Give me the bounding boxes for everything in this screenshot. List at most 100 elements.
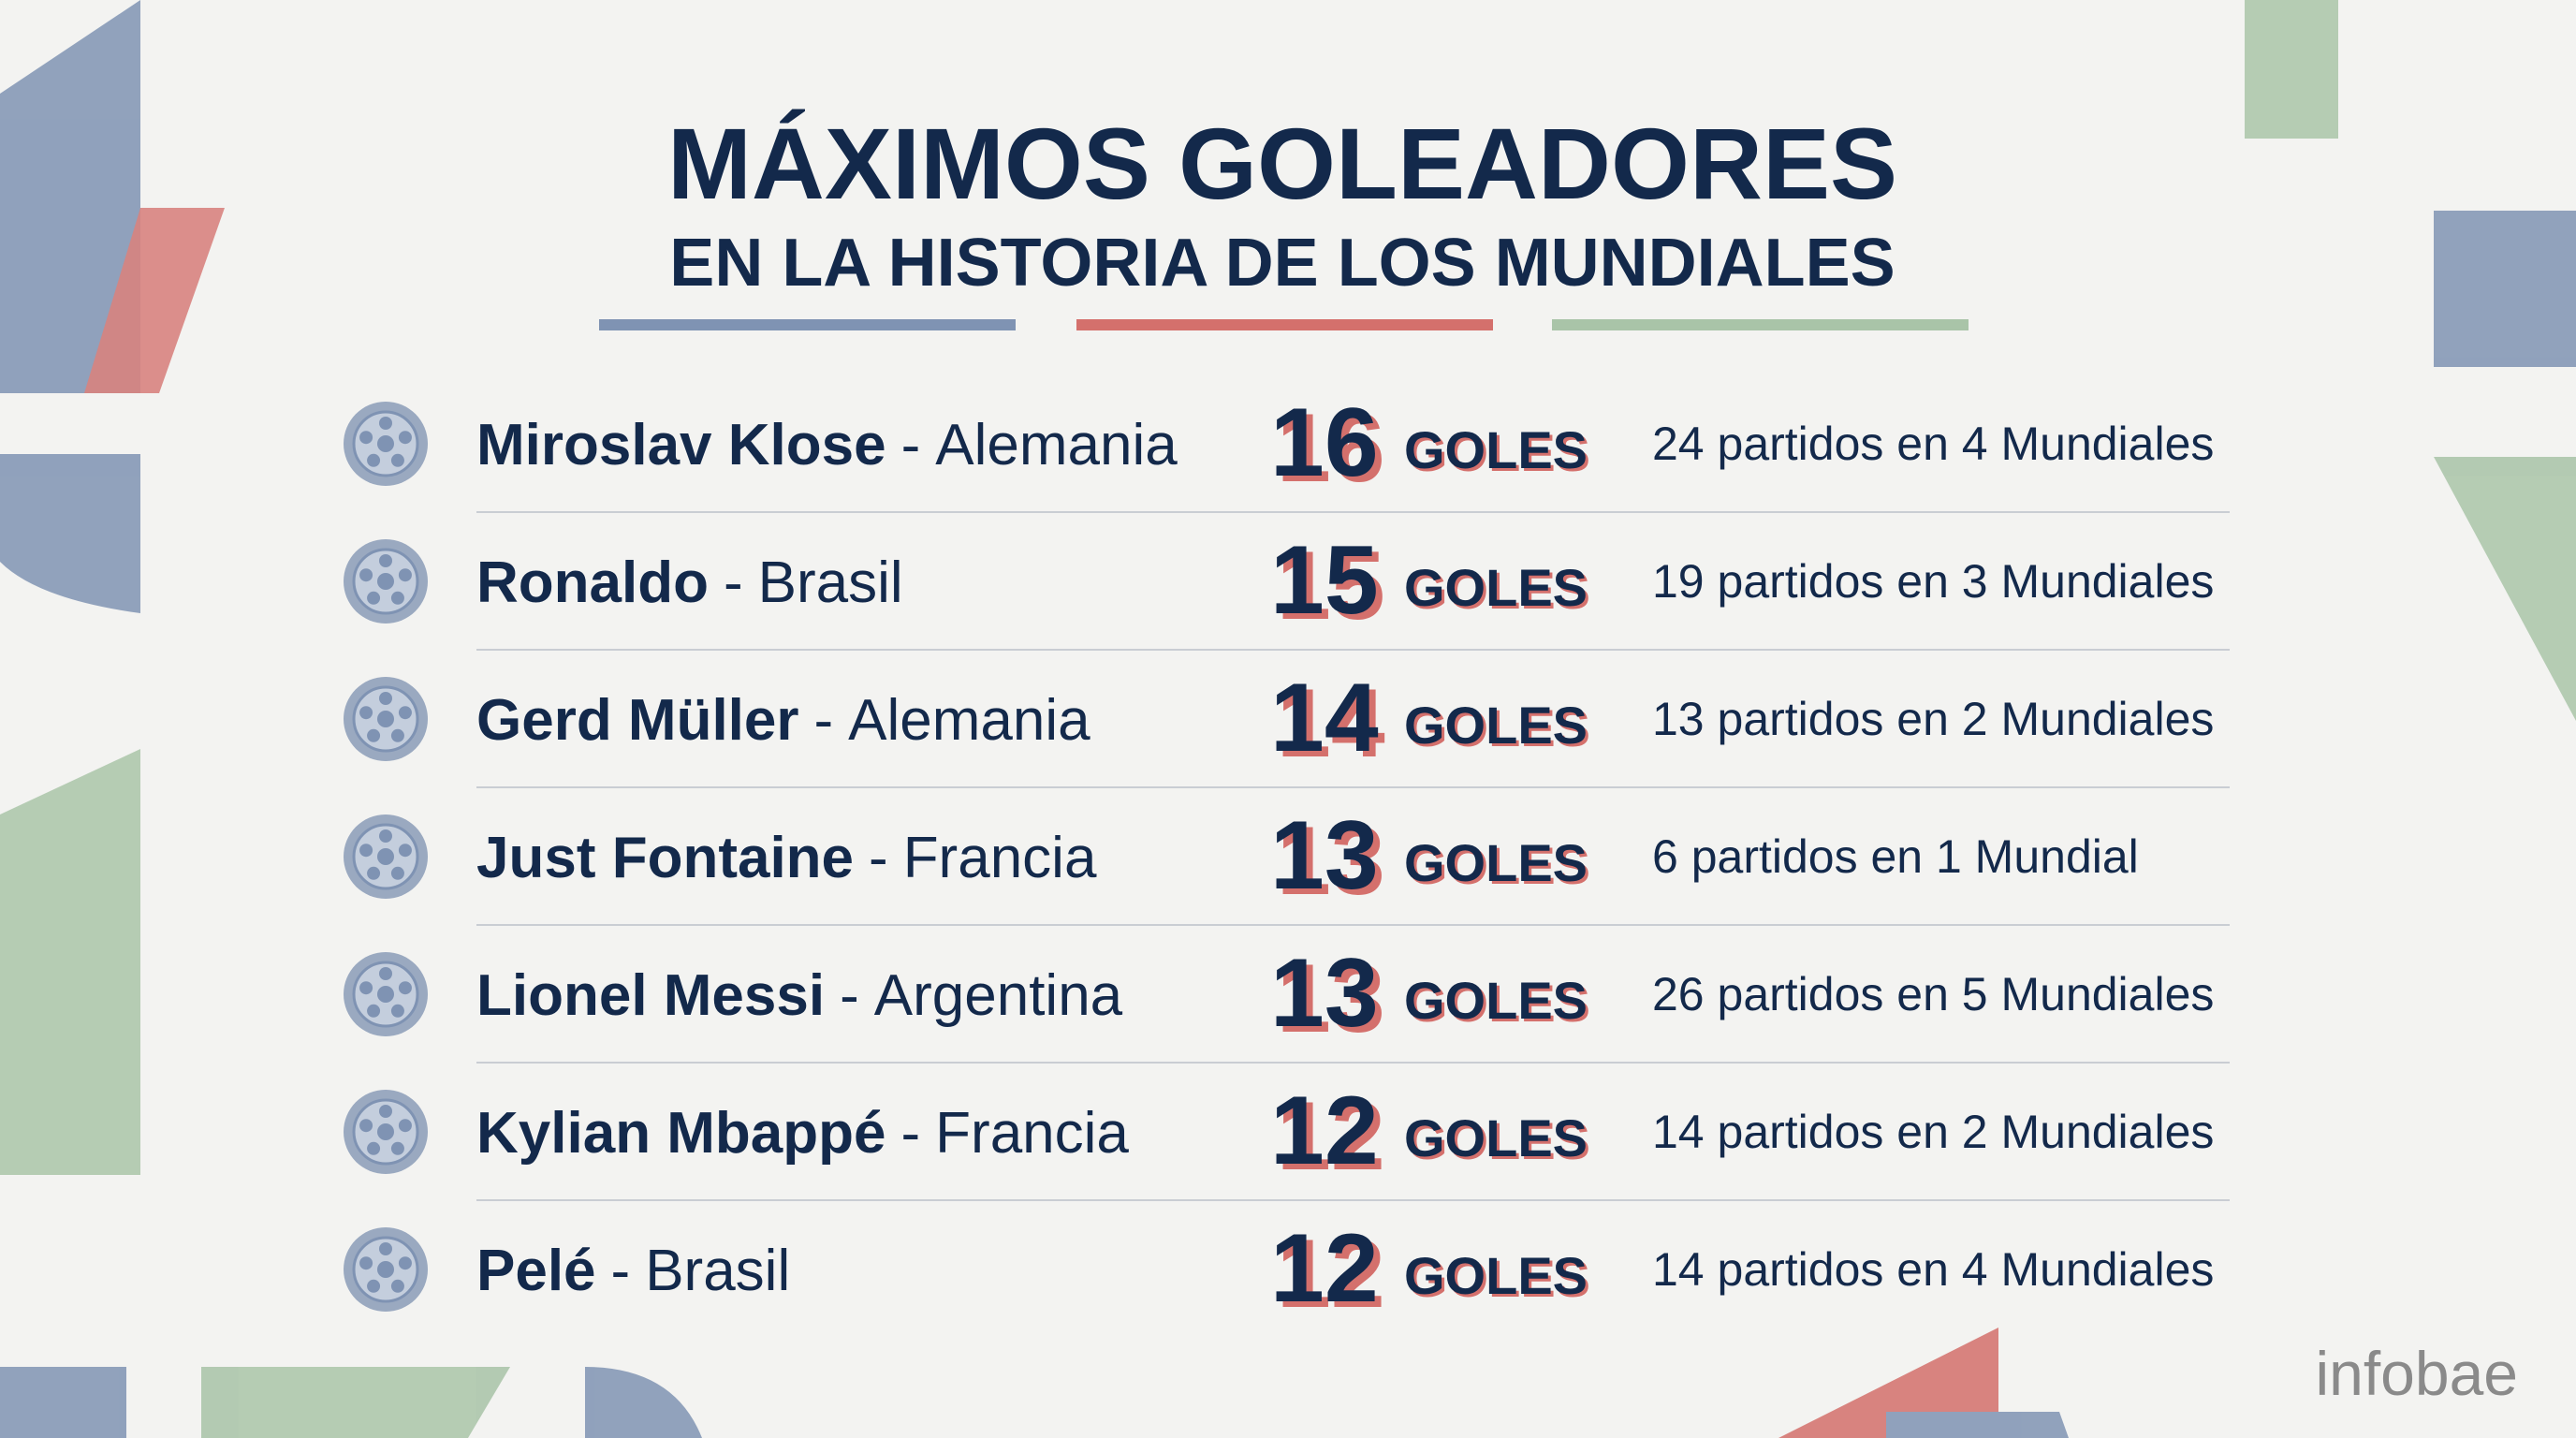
ball-patch (359, 1256, 373, 1270)
ball-patch (390, 866, 404, 880)
goals-number: 13 (1270, 801, 1379, 910)
country: Alemania (848, 688, 1090, 753)
goals-unit: GOLES (1404, 558, 1588, 617)
ball-patch (359, 706, 373, 720)
ball-patch (359, 981, 373, 995)
player-name: Lionel Messi (476, 963, 825, 1028)
detail: 14 partidos en 4 Mundiales (1652, 1243, 2214, 1296)
goals-unit-shadow: GOLES (1407, 423, 1590, 482)
goals-unit-shadow: GOLES (1407, 561, 1590, 620)
ball-patch (390, 728, 404, 742)
ball-icon (344, 952, 428, 1036)
goals-unit-shadow: GOLES (1407, 1111, 1590, 1170)
separator: - (869, 826, 888, 890)
player-line: Pelé - Brasil (476, 1239, 790, 1303)
ball-patch (390, 453, 404, 467)
goals-unit: GOLES (1404, 1108, 1588, 1167)
goals-number: 16 (1270, 389, 1379, 497)
player-line: Lionel Messi - Argentina (476, 963, 1123, 1028)
ball-patch (398, 431, 412, 445)
player-name: Gerd Müller (476, 688, 799, 753)
goals-number: 12 (1270, 1214, 1379, 1323)
ball-patch (367, 1279, 381, 1293)
goals-unit: GOLES (1404, 971, 1588, 1030)
goals-shadow: 13 (1277, 945, 1385, 1053)
goals-number: 15 (1270, 526, 1379, 635)
goals-shadow: 13 (1277, 807, 1385, 916)
goals-unit: GOLES (1404, 420, 1588, 479)
ball-patch (377, 711, 394, 727)
ball-patch (390, 591, 404, 605)
player-name: Just Fontaine (476, 826, 854, 890)
goals-number: 12 (1270, 1077, 1379, 1185)
ball-icon (344, 814, 428, 899)
separator: - (901, 1101, 921, 1166)
player-line: Ronaldo - Brasil (476, 550, 903, 615)
accent-bar (1552, 319, 1969, 330)
detail: 24 partidos en 4 Mundiales (1652, 418, 2214, 470)
ball-icon (344, 1090, 428, 1174)
ball-patch (390, 1279, 404, 1293)
ball-patch (377, 1261, 394, 1278)
goals-unit: GOLES (1404, 1246, 1588, 1305)
country: Alemania (935, 413, 1178, 477)
goals-shadow: 15 (1277, 532, 1385, 640)
ball-patch (398, 706, 412, 720)
goals-shadow: 12 (1277, 1082, 1385, 1191)
ball-icon (344, 1227, 428, 1312)
separator: - (611, 1239, 631, 1303)
detail: 13 partidos en 2 Mundiales (1652, 693, 2214, 745)
ball-patch (377, 848, 394, 865)
ball-patch (359, 568, 373, 582)
ball-patch (367, 728, 381, 742)
ball-patch (379, 1105, 392, 1118)
player-line: Just Fontaine - Francia (476, 826, 1097, 890)
ball-patch (398, 1119, 412, 1133)
player-line: Kylian Mbappé - Francia (476, 1101, 1129, 1166)
ball-icon (344, 402, 428, 486)
accent-bar (599, 319, 1016, 330)
player-line: Gerd Müller - Alemania (476, 688, 1090, 753)
player-name: Ronaldo (476, 550, 709, 615)
ball-patch (398, 1256, 412, 1270)
goals-unit-shadow: GOLES (1407, 1249, 1590, 1308)
detail: 14 partidos en 2 Mundiales (1652, 1106, 2214, 1158)
ball-patch (379, 1242, 392, 1255)
separator: - (840, 963, 859, 1028)
subtitle: EN LA HISTORIA DE LOS MUNDIALES (669, 226, 1895, 301)
ball-patch (398, 844, 412, 858)
ball-patch (379, 829, 392, 843)
brand-logo: infobae (2315, 1339, 2518, 1408)
ball-patch (377, 1123, 394, 1140)
title: MÁXIMOS GOLEADORES (667, 107, 1897, 220)
ball-patch (377, 573, 394, 590)
goals-shadow: 14 (1277, 669, 1385, 778)
ball-patch (379, 417, 392, 430)
ball-patch (367, 453, 381, 467)
ball-patch (398, 981, 412, 995)
ball-patch (359, 431, 373, 445)
goals-shadow: 12 (1277, 1220, 1385, 1328)
ball-patch (379, 554, 392, 567)
separator: - (901, 413, 921, 477)
goals-shadow: 16 (1277, 394, 1385, 503)
ball-patch (390, 1141, 404, 1155)
country: Brasil (645, 1239, 790, 1303)
goals-unit: GOLES (1404, 696, 1588, 755)
ball-patch (379, 692, 392, 705)
ball-patch (359, 844, 373, 858)
player-line: Miroslav Klose - Alemania (476, 413, 1178, 477)
separator: - (724, 550, 743, 615)
goals-unit-shadow: GOLES (1407, 974, 1590, 1033)
ball-patch (367, 1004, 381, 1018)
goals-unit-shadow: GOLES (1407, 698, 1590, 757)
